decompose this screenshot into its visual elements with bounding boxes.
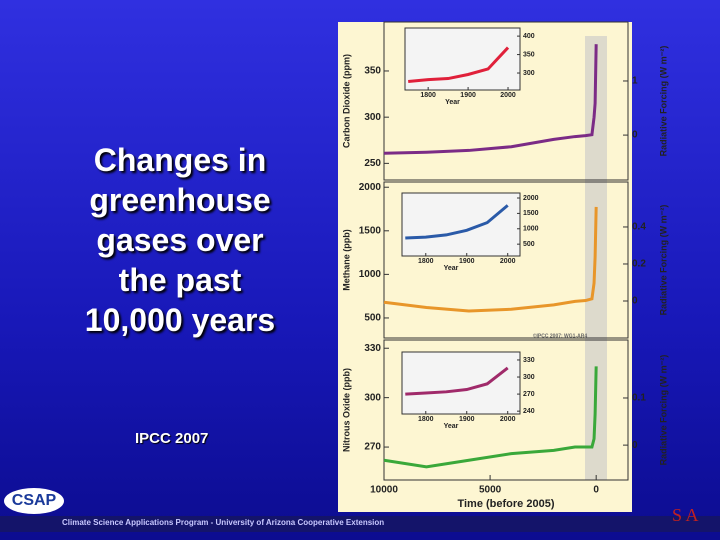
series-line (383, 366, 598, 469)
inset-y-tick-label: 270 (523, 391, 535, 398)
inset-x-label: Year (444, 423, 459, 430)
inset-x-tick-label: 1800 (418, 258, 434, 265)
panel-frame (383, 181, 629, 339)
inset-line (408, 46, 510, 84)
y2-axis-label: Radiative Forcing (W m⁻²) (658, 205, 668, 316)
y-tick-label: 350 (364, 66, 381, 77)
y2-tick-label: 0.1 (632, 393, 646, 404)
slide-title: Changes in greenhouse gases over the pas… (84, 142, 276, 338)
x-tick-label: 5000 (479, 485, 502, 496)
footer-bar: Climate Science Applications Program - U… (0, 516, 720, 532)
y2-tick-label: 0.2 (632, 259, 646, 270)
y-tick-label: 500 (364, 313, 381, 324)
panel-frame (383, 21, 629, 181)
y-tick-label: 300 (364, 392, 381, 403)
inset-y-tick-label: 400 (523, 33, 535, 40)
inset-x-tick-label: 2000 (500, 258, 516, 265)
y2-tick-label: 0 (632, 296, 638, 307)
inset-y-tick-label: 1000 (523, 226, 539, 233)
y-axis-label: Nitrous Oxide (ppb) (341, 368, 351, 452)
inset-y-tick-label: 1500 (523, 210, 539, 217)
y2-axis-label: Radiative Forcing (W m⁻²) (658, 46, 668, 157)
series-line (383, 44, 598, 155)
y-tick-label: 1000 (359, 269, 382, 280)
series-line (383, 206, 598, 313)
inset-frame (401, 192, 521, 257)
inset-x-tick-label: 2000 (500, 92, 516, 99)
inset-y-tick-label: 350 (523, 51, 535, 58)
inset-x-tick-label: 1900 (459, 416, 475, 423)
inset-x-tick-label: 1900 (459, 258, 475, 265)
brand: S A (672, 505, 699, 525)
source: IPCC 2007 (135, 430, 209, 447)
inset-x-label: Year (445, 99, 460, 106)
inset-y-tick-label: 330 (523, 357, 535, 364)
inset-line (405, 204, 509, 240)
y-tick-label: 330 (364, 343, 381, 354)
figure-background (338, 22, 632, 512)
inset-x-tick-label: 1800 (420, 92, 436, 99)
inset-x-tick-label: 1800 (418, 416, 434, 423)
inset-x-tick-label: 2000 (500, 416, 516, 423)
inset-y-tick-label: 2000 (523, 195, 539, 202)
y2-tick-label: 0 (632, 440, 638, 451)
inset-y-tick-label: 300 (523, 374, 535, 381)
y-tick-label: 270 (364, 442, 381, 453)
x-tick-label: 0 (593, 485, 599, 496)
inset-y-tick-label: 500 (523, 241, 535, 248)
panel-frame (383, 339, 629, 481)
y2-tick-label: 0.4 (632, 222, 646, 233)
y2-tick-label: 0 (632, 130, 638, 141)
y2-axis-label: Radiative Forcing (W m⁻²) (658, 355, 668, 466)
y-axis-label: Carbon Dioxide (ppm) (341, 54, 351, 148)
inset-line (405, 366, 509, 396)
y-tick-label: 250 (364, 158, 381, 169)
x-tick-label: 10000 (370, 485, 398, 496)
x-axis-label: Time (before 2005) (457, 498, 554, 510)
inset-x-tick-label: 1900 (460, 92, 476, 99)
inset-frame (401, 351, 521, 415)
inset-x-label: Year (444, 265, 459, 272)
footer-text: Climate Science Applications Program - U… (62, 518, 385, 527)
y-tick-label: 300 (364, 112, 381, 123)
y2-tick-label: 1 (632, 76, 638, 87)
logo: CSAP (4, 488, 64, 514)
y-tick-label: 1500 (359, 225, 382, 236)
credit: ©IPCC 2007: WG1-AR4 (533, 332, 587, 339)
y-tick-label: 2000 (359, 182, 382, 193)
inset-y-tick-label: 240 (523, 408, 535, 415)
y-axis-label: Methane (ppb) (341, 229, 351, 291)
inset-y-tick-label: 300 (523, 70, 535, 77)
